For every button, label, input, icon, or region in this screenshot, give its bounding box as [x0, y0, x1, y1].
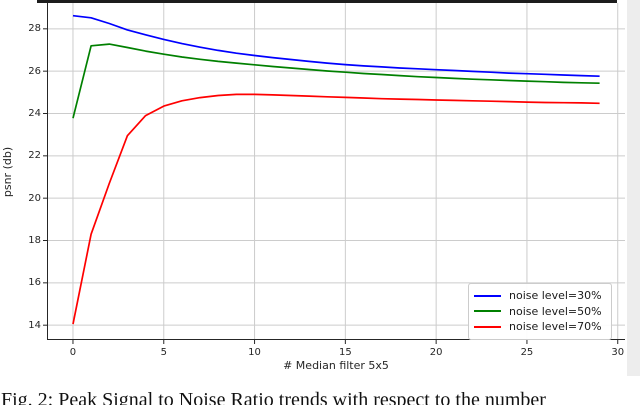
x-tick-label: 10 [248, 347, 261, 358]
y-tick-label: 22 [28, 150, 41, 162]
legend-line-swatch [474, 294, 501, 297]
legend-entry: noise level=30% [474, 288, 602, 304]
y-tick-label: 20 [28, 192, 41, 204]
x-tick-label: 5 [160, 347, 167, 358]
y-tick-label: 14 [28, 319, 41, 331]
y-tick-label: 18 [28, 235, 41, 246]
legend: noise level=30% noise level=50% noise leve… [468, 283, 612, 340]
y-tick-label: 16 [28, 277, 41, 289]
page-margin-strip [627, 0, 640, 376]
legend-line-swatch [474, 325, 501, 328]
y-tick-label: 26 [28, 65, 41, 77]
x-tick-label: 20 [429, 347, 443, 358]
legend-line-swatch [474, 310, 501, 313]
psnr-line-chart: # Median filter 5x5 psnr (db) noise leve… [1, 3, 625, 372]
legend-entry: noise level=70% [474, 319, 602, 335]
legend-label: noise level=30% [509, 289, 602, 303]
series-line-noise-level-30- [72, 14, 600, 78]
legend-entry: noise level=50% [474, 304, 602, 320]
x-axis-label: # Median filter 5x5 [283, 359, 389, 372]
plot-area [43, 3, 625, 344]
x-tick-label: 0 [69, 347, 77, 358]
legend-label: noise level=70% [509, 320, 602, 334]
x-tick-label: 25 [520, 347, 534, 358]
legend-label: noise level=50% [509, 304, 602, 318]
y-tick-label: 24 [28, 107, 41, 119]
series-line-noise-level-50- [72, 43, 600, 119]
x-tick-label: 30 [611, 347, 625, 358]
x-tick-label: 15 [338, 347, 352, 358]
cropped-content-edge [37, 0, 617, 3]
y-tick-label: 28 [28, 23, 41, 35]
series-line-noise-level-70- [72, 93, 600, 325]
figure-caption: Fig. 2: Peak Signal to Noise Ratio trend… [1, 389, 546, 405]
